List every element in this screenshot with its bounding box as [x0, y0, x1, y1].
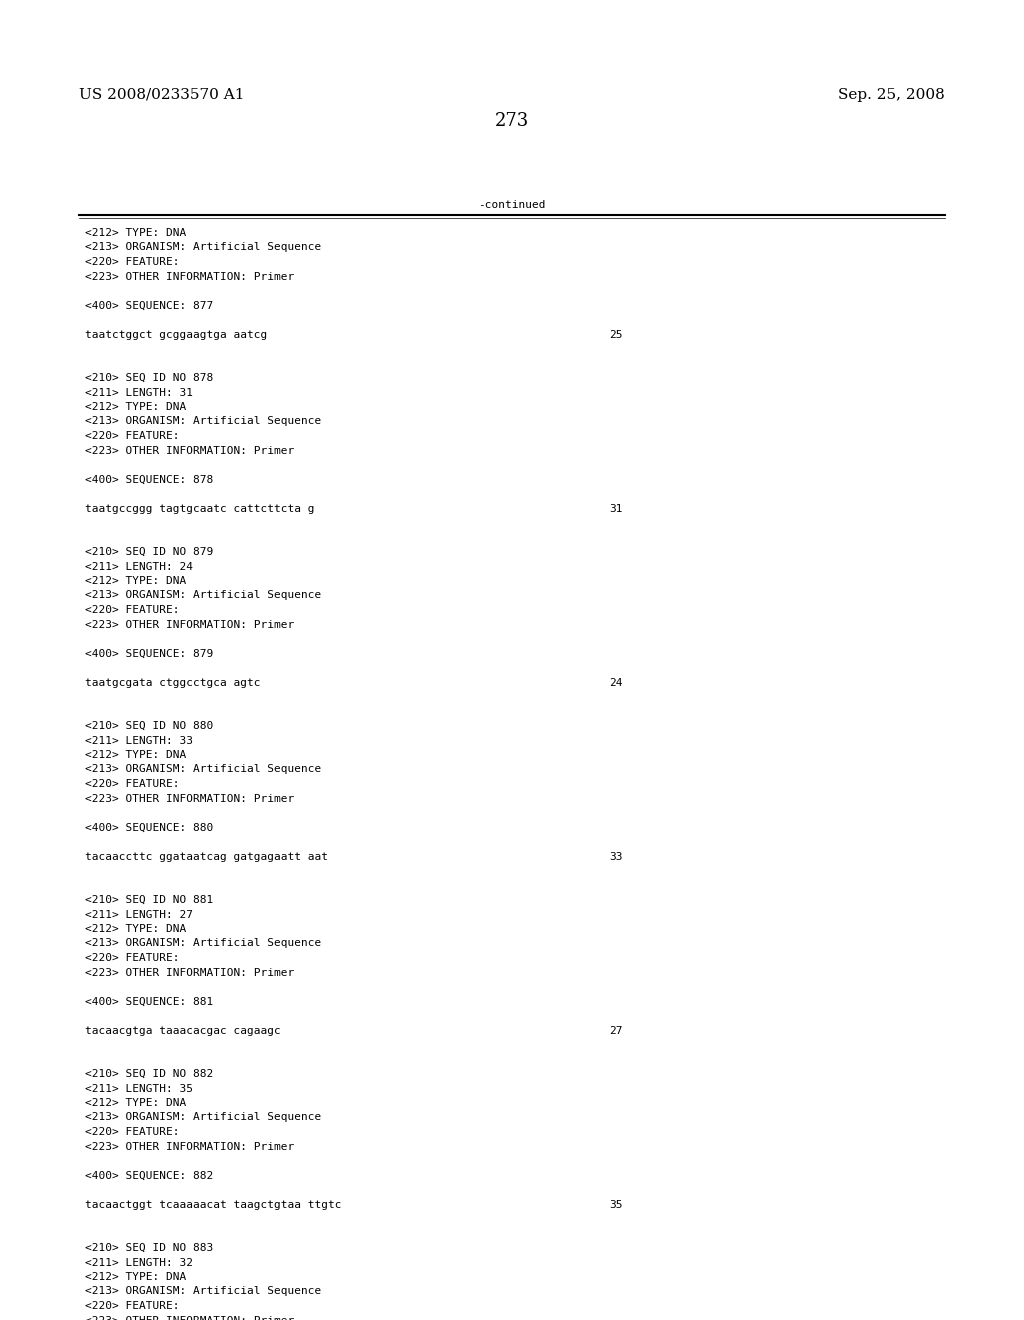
Text: <223> OTHER INFORMATION: Primer: <223> OTHER INFORMATION: Primer [85, 968, 294, 978]
Text: <213> ORGANISM: Artificial Sequence: <213> ORGANISM: Artificial Sequence [85, 939, 322, 949]
Text: <210> SEQ ID NO 882: <210> SEQ ID NO 882 [85, 1069, 213, 1078]
Text: <223> OTHER INFORMATION: Primer: <223> OTHER INFORMATION: Primer [85, 446, 294, 455]
Text: <213> ORGANISM: Artificial Sequence: <213> ORGANISM: Artificial Sequence [85, 1113, 322, 1122]
Text: <211> LENGTH: 31: <211> LENGTH: 31 [85, 388, 193, 397]
Text: 24: 24 [609, 677, 623, 688]
Text: <223> OTHER INFORMATION: Primer: <223> OTHER INFORMATION: Primer [85, 1316, 294, 1320]
Text: <223> OTHER INFORMATION: Primer: <223> OTHER INFORMATION: Primer [85, 619, 294, 630]
Text: <211> LENGTH: 24: <211> LENGTH: 24 [85, 561, 193, 572]
Text: <400> SEQUENCE: 878: <400> SEQUENCE: 878 [85, 474, 213, 484]
Text: <212> TYPE: DNA: <212> TYPE: DNA [85, 1272, 186, 1282]
Text: <400> SEQUENCE: 881: <400> SEQUENCE: 881 [85, 997, 213, 1006]
Text: US 2008/0233570 A1: US 2008/0233570 A1 [79, 88, 245, 102]
Text: <211> LENGTH: 35: <211> LENGTH: 35 [85, 1084, 193, 1093]
Text: <213> ORGANISM: Artificial Sequence: <213> ORGANISM: Artificial Sequence [85, 417, 322, 426]
Text: <213> ORGANISM: Artificial Sequence: <213> ORGANISM: Artificial Sequence [85, 243, 322, 252]
Text: <223> OTHER INFORMATION: Primer: <223> OTHER INFORMATION: Primer [85, 1142, 294, 1151]
Text: <400> SEQUENCE: 880: <400> SEQUENCE: 880 [85, 822, 213, 833]
Text: <400> SEQUENCE: 879: <400> SEQUENCE: 879 [85, 648, 213, 659]
Text: tacaaccttc ggataatcag gatgagaatt aat: tacaaccttc ggataatcag gatgagaatt aat [85, 851, 328, 862]
Text: <213> ORGANISM: Artificial Sequence: <213> ORGANISM: Artificial Sequence [85, 590, 322, 601]
Text: <220> FEATURE:: <220> FEATURE: [85, 953, 179, 964]
Text: taatgcgata ctggcctgca agtc: taatgcgata ctggcctgca agtc [85, 677, 260, 688]
Text: 273: 273 [495, 112, 529, 129]
Text: <210> SEQ ID NO 881: <210> SEQ ID NO 881 [85, 895, 213, 906]
Text: <223> OTHER INFORMATION: Primer: <223> OTHER INFORMATION: Primer [85, 272, 294, 281]
Text: tacaactggt tcaaaaacat taagctgtaa ttgtc: tacaactggt tcaaaaacat taagctgtaa ttgtc [85, 1200, 341, 1209]
Text: <210> SEQ ID NO 880: <210> SEQ ID NO 880 [85, 721, 213, 731]
Text: <212> TYPE: DNA: <212> TYPE: DNA [85, 924, 186, 935]
Text: taatgccggg tagtgcaatc cattcttcta g: taatgccggg tagtgcaatc cattcttcta g [85, 503, 314, 513]
Text: <212> TYPE: DNA: <212> TYPE: DNA [85, 576, 186, 586]
Text: <220> FEATURE:: <220> FEATURE: [85, 1127, 179, 1137]
Text: <211> LENGTH: 32: <211> LENGTH: 32 [85, 1258, 193, 1267]
Text: 33: 33 [609, 851, 623, 862]
Text: taatctggct gcggaagtga aatcg: taatctggct gcggaagtga aatcg [85, 330, 267, 339]
Text: 25: 25 [609, 330, 623, 339]
Text: <213> ORGANISM: Artificial Sequence: <213> ORGANISM: Artificial Sequence [85, 764, 322, 775]
Text: <211> LENGTH: 33: <211> LENGTH: 33 [85, 735, 193, 746]
Text: <212> TYPE: DNA: <212> TYPE: DNA [85, 403, 186, 412]
Text: <212> TYPE: DNA: <212> TYPE: DNA [85, 228, 186, 238]
Text: <220> FEATURE:: <220> FEATURE: [85, 779, 179, 789]
Text: <210> SEQ ID NO 879: <210> SEQ ID NO 879 [85, 546, 213, 557]
Text: <211> LENGTH: 27: <211> LENGTH: 27 [85, 909, 193, 920]
Text: <220> FEATURE:: <220> FEATURE: [85, 1302, 179, 1311]
Text: <210> SEQ ID NO 883: <210> SEQ ID NO 883 [85, 1243, 213, 1253]
Text: <220> FEATURE:: <220> FEATURE: [85, 605, 179, 615]
Text: 35: 35 [609, 1200, 623, 1209]
Text: <220> FEATURE:: <220> FEATURE: [85, 432, 179, 441]
Text: <212> TYPE: DNA: <212> TYPE: DNA [85, 750, 186, 760]
Text: <213> ORGANISM: Artificial Sequence: <213> ORGANISM: Artificial Sequence [85, 1287, 322, 1296]
Text: 27: 27 [609, 1026, 623, 1035]
Text: <210> SEQ ID NO 878: <210> SEQ ID NO 878 [85, 374, 213, 383]
Text: 31: 31 [609, 503, 623, 513]
Text: <400> SEQUENCE: 877: <400> SEQUENCE: 877 [85, 301, 213, 310]
Text: -continued: -continued [478, 201, 546, 210]
Text: <400> SEQUENCE: 882: <400> SEQUENCE: 882 [85, 1171, 213, 1180]
Text: <212> TYPE: DNA: <212> TYPE: DNA [85, 1098, 186, 1107]
Text: tacaacgtga taaacacgac cagaagc: tacaacgtga taaacacgac cagaagc [85, 1026, 281, 1035]
Text: <223> OTHER INFORMATION: Primer: <223> OTHER INFORMATION: Primer [85, 793, 294, 804]
Text: Sep. 25, 2008: Sep. 25, 2008 [839, 88, 945, 102]
Text: <220> FEATURE:: <220> FEATURE: [85, 257, 179, 267]
